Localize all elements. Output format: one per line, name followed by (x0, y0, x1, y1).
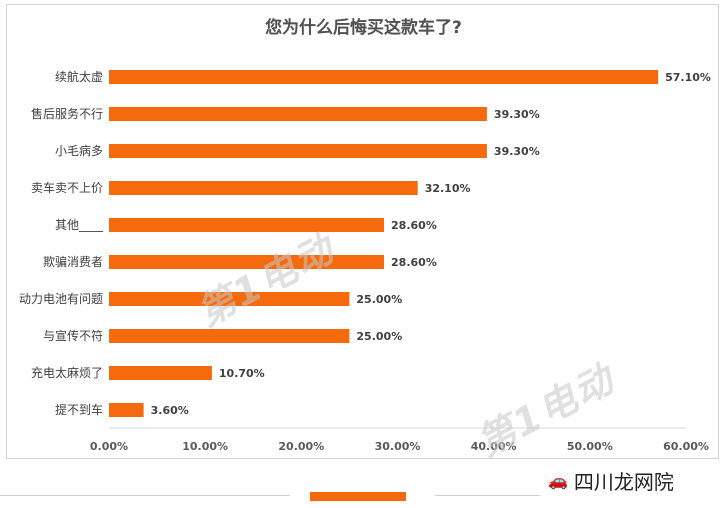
category-label: 售后服务不行 (31, 106, 103, 121)
bar-chart: 0.00% 10.00% 20.00% 30.00% 40.00% 50.00% 60.00… (19, 69, 711, 453)
data-label: 57.10% (665, 71, 711, 84)
bar (109, 403, 144, 417)
data-label: 32.10% (425, 182, 471, 195)
divider-line (435, 495, 540, 496)
bar (109, 255, 385, 269)
bar (109, 292, 350, 306)
bar (109, 107, 487, 121)
x-tick-label: 20.00% (278, 440, 324, 453)
data-label: 39.30% (494, 108, 540, 121)
category-label: 其他____ (55, 218, 104, 232)
x-tick-label: 60.00% (663, 440, 709, 453)
category-label: 充电太麻烦了 (31, 365, 103, 380)
x-tick-label: 10.00% (182, 440, 228, 453)
brand-text: 四川龙网院 (573, 469, 674, 494)
bar (109, 366, 212, 380)
bar (109, 70, 659, 84)
x-tick-label: 30.00% (375, 440, 421, 453)
chart-title: 您为什么后悔买这款车了? (265, 18, 462, 38)
data-label: 28.60% (391, 256, 437, 269)
category-label: 卖车卖不上价 (31, 180, 103, 195)
data-label: 3.60% (151, 404, 189, 417)
brand-logo: 🚗 四川龙网院 (548, 466, 674, 494)
data-label: 28.60% (391, 219, 437, 232)
data-label: 25.00% (356, 330, 402, 343)
data-label: 25.00% (356, 293, 402, 306)
x-tick-label: 50.00% (567, 440, 613, 453)
category-label: 动力电池有问题 (19, 292, 103, 306)
x-tick-label: 0.00% (90, 440, 128, 453)
category-label: 欺骗消费者 (43, 254, 103, 269)
bar (109, 329, 350, 343)
bar (109, 181, 418, 195)
chart-frame: 您为什么后悔买这款车了? 0.00% 10.00% 20.00% 30.00% 40.0… (6, 4, 719, 459)
category-label: 续航太虚 (55, 69, 103, 84)
data-label: 10.70% (219, 367, 265, 380)
bar (109, 218, 385, 232)
category-label: 与宣传不符 (43, 328, 103, 343)
bar (109, 144, 487, 158)
category-label: 提不到车 (55, 402, 103, 417)
data-label: 39.30% (494, 145, 540, 158)
accent-bar (310, 492, 406, 501)
category-label: 小毛病多 (55, 143, 103, 158)
x-tick-label: 40.00% (471, 440, 517, 453)
divider-line (0, 495, 290, 496)
car-icon: 🚗 (548, 470, 568, 490)
